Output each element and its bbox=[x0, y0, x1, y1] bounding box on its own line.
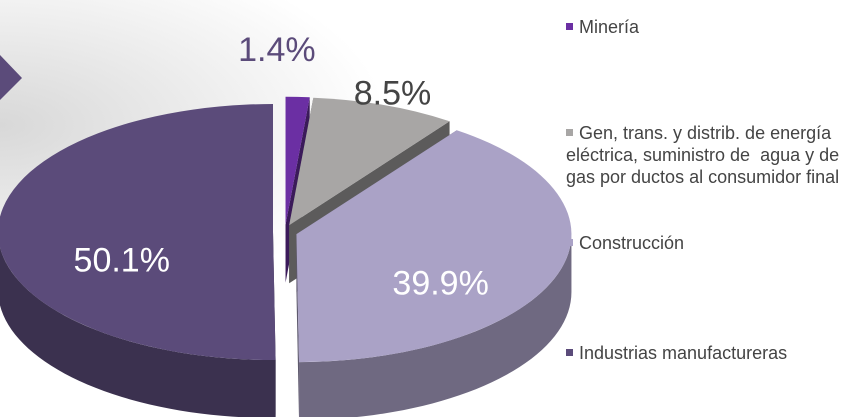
pie-slice bbox=[0, 104, 276, 361]
data-label: 50.1% bbox=[74, 241, 170, 279]
pie-slice bbox=[285, 96, 310, 225]
legend-entry: Minería bbox=[566, 16, 856, 38]
data-label: 1.4% bbox=[238, 31, 316, 69]
legend-entry: Industrias manufactureras bbox=[566, 342, 856, 364]
legend-swatch bbox=[566, 22, 573, 30]
legend-label: Minería bbox=[579, 17, 640, 37]
pie-slice bbox=[296, 130, 572, 363]
legend-swatch bbox=[566, 238, 573, 246]
slice-cut-wall bbox=[296, 234, 300, 417]
slice-side bbox=[0, 247, 276, 417]
legend-label: Gen, trans. y distrib. de energía eléctr… bbox=[566, 123, 845, 187]
data-label: 39.9% bbox=[392, 264, 488, 302]
slice-side bbox=[299, 234, 572, 417]
pie-slice bbox=[289, 97, 450, 226]
legend-entry: Gen, trans. y distrib. de energía eléctr… bbox=[566, 122, 856, 188]
data-label: 8.5% bbox=[354, 75, 432, 113]
legend-entry: Construcción bbox=[566, 232, 856, 254]
arrow-decoration bbox=[0, 55, 22, 100]
legend-swatch bbox=[566, 348, 573, 356]
legend-label: Industrias manufactureras bbox=[579, 343, 788, 363]
legend-label: Construcción bbox=[579, 233, 685, 253]
legend-swatch bbox=[566, 128, 573, 136]
